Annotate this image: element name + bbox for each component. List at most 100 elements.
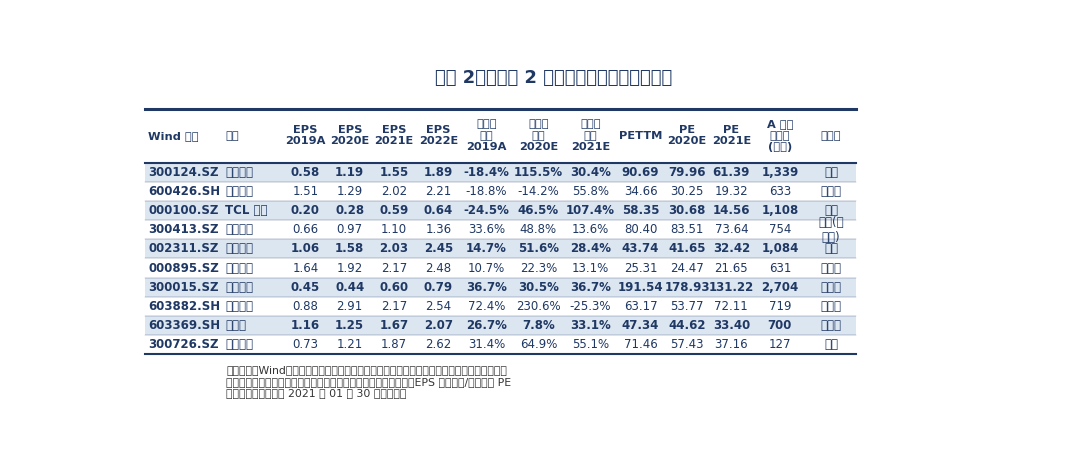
Text: 2.17: 2.17: [381, 300, 407, 313]
Text: 37.16: 37.16: [715, 338, 748, 351]
Text: 1.10: 1.10: [381, 223, 407, 236]
Text: 2.54: 2.54: [426, 300, 451, 313]
Text: 127: 127: [769, 338, 792, 351]
Text: 55.1%: 55.1%: [571, 338, 609, 351]
Text: 24.47: 24.47: [670, 262, 704, 274]
Bar: [145, 201, 855, 220]
Text: 0.45: 0.45: [291, 280, 320, 294]
Text: 34.66: 34.66: [624, 185, 658, 198]
Text: 36.7%: 36.7%: [467, 280, 507, 294]
Text: 46.5%: 46.5%: [518, 204, 559, 217]
Text: 31.4%: 31.4%: [468, 338, 505, 351]
Bar: [145, 239, 855, 258]
Text: 徐佳熹: 徐佳熹: [821, 300, 841, 313]
Text: 0.66: 0.66: [293, 223, 319, 236]
Text: 双汇发展: 双汇发展: [226, 262, 254, 274]
Text: 603369.SH: 603369.SH: [148, 319, 220, 332]
Text: 14.56: 14.56: [713, 204, 751, 217]
Text: 48.8%: 48.8%: [519, 223, 557, 236]
Text: 0.28: 0.28: [335, 204, 364, 217]
Text: 7.8%: 7.8%: [522, 319, 555, 332]
Text: 21.65: 21.65: [715, 262, 748, 274]
Text: 2.07: 2.07: [424, 319, 453, 332]
Text: 72.11: 72.11: [715, 300, 748, 313]
Text: -14.2%: -14.2%: [517, 185, 559, 198]
Text: 净利润
增速
2020E: 净利润 增速 2020E: [518, 119, 558, 152]
Text: 30.5%: 30.5%: [518, 280, 558, 294]
Text: 631: 631: [769, 262, 791, 274]
Text: 79.96: 79.96: [669, 166, 705, 179]
Text: 联系人: 联系人: [821, 131, 841, 141]
Text: 1.64: 1.64: [293, 262, 319, 274]
Text: 600426.SH: 600426.SH: [148, 185, 220, 198]
Text: 80.40: 80.40: [624, 223, 658, 236]
Text: -18.8%: -18.8%: [465, 185, 508, 198]
Text: 1,108: 1,108: [761, 204, 798, 217]
Text: 1.16: 1.16: [291, 319, 320, 332]
Text: 0.59: 0.59: [379, 204, 408, 217]
Text: 719: 719: [769, 300, 792, 313]
Text: 2.45: 2.45: [423, 242, 453, 255]
Text: 64.9%: 64.9%: [519, 338, 557, 351]
Text: 图表 2：各行业 2 月成长组合的盈利预测汇总: 图表 2：各行业 2 月成长组合的盈利预测汇总: [435, 69, 672, 87]
Text: 2.48: 2.48: [426, 262, 451, 274]
Text: 0.44: 0.44: [335, 280, 364, 294]
Text: 73.64: 73.64: [715, 223, 748, 236]
Text: 1.36: 1.36: [426, 223, 451, 236]
Text: EPS
2021E: EPS 2021E: [375, 125, 414, 146]
Text: 300015.SZ: 300015.SZ: [148, 280, 219, 294]
Text: 海大集团: 海大集团: [226, 242, 254, 255]
Text: 191.54: 191.54: [618, 280, 663, 294]
Text: 90.69: 90.69: [622, 166, 659, 179]
Text: EPS
2020E: EPS 2020E: [330, 125, 369, 146]
Text: 33.1%: 33.1%: [570, 319, 610, 332]
Text: 谢恒: 谢恒: [824, 204, 838, 217]
Text: 300124.SZ: 300124.SZ: [148, 166, 219, 179]
Text: -18.4%: -18.4%: [463, 166, 510, 179]
Text: 000895.SZ: 000895.SZ: [148, 262, 219, 274]
Text: 10.7%: 10.7%: [468, 262, 505, 274]
Text: -24.5%: -24.5%: [463, 204, 510, 217]
Text: 178.93: 178.93: [664, 280, 710, 294]
Text: 300726.SZ: 300726.SZ: [148, 338, 219, 351]
Text: 朱玥: 朱玥: [824, 166, 838, 179]
Text: 1.29: 1.29: [337, 185, 363, 198]
Text: 603882.SH: 603882.SH: [148, 300, 220, 313]
Text: 000100.SZ: 000100.SZ: [148, 204, 219, 217]
Text: 0.58: 0.58: [291, 166, 320, 179]
Text: 633: 633: [769, 185, 791, 198]
Text: TCL 科技: TCL 科技: [226, 204, 268, 217]
Text: 22.3%: 22.3%: [519, 262, 557, 274]
Text: 61.39: 61.39: [713, 166, 750, 179]
Text: 14.7%: 14.7%: [467, 242, 507, 255]
Text: 1.25: 1.25: [335, 319, 364, 332]
Text: 净利润
增速
2021E: 净利润 增速 2021E: [570, 119, 610, 152]
Text: 徐佳熹: 徐佳熹: [821, 280, 841, 294]
Text: 57.43: 57.43: [671, 338, 704, 351]
Text: 25.31: 25.31: [624, 262, 658, 274]
Text: 华鲁恒升: 华鲁恒升: [226, 185, 254, 198]
Text: 0.79: 0.79: [423, 280, 453, 294]
Bar: [145, 316, 855, 335]
Text: 53.77: 53.77: [671, 300, 704, 313]
Text: 1.87: 1.87: [381, 338, 407, 351]
Text: 今世缘: 今世缘: [226, 319, 246, 332]
Text: 1.92: 1.92: [337, 262, 363, 274]
Text: 1.89: 1.89: [423, 166, 453, 179]
Text: A 股流
通市值
(亿元): A 股流 通市值 (亿元): [767, 119, 793, 152]
Text: 26.7%: 26.7%: [467, 319, 507, 332]
Text: 230.6%: 230.6%: [516, 300, 561, 313]
Text: EPS
2019A: EPS 2019A: [285, 125, 325, 146]
Text: 58.35: 58.35: [622, 204, 659, 217]
Text: 13.6%: 13.6%: [571, 223, 609, 236]
Text: 1.51: 1.51: [293, 185, 319, 198]
Text: 72.4%: 72.4%: [468, 300, 505, 313]
Text: 2.21: 2.21: [426, 185, 451, 198]
Text: 2.03: 2.03: [379, 242, 408, 255]
Text: 0.60: 0.60: [379, 280, 408, 294]
Text: 1,339: 1,339: [761, 166, 798, 179]
Text: 2.17: 2.17: [381, 262, 407, 274]
Text: 汇川技术: 汇川技术: [226, 166, 254, 179]
Text: 32.42: 32.42: [713, 242, 750, 255]
Text: 李阳(传
媒组): 李阳(传 媒组): [819, 216, 843, 244]
